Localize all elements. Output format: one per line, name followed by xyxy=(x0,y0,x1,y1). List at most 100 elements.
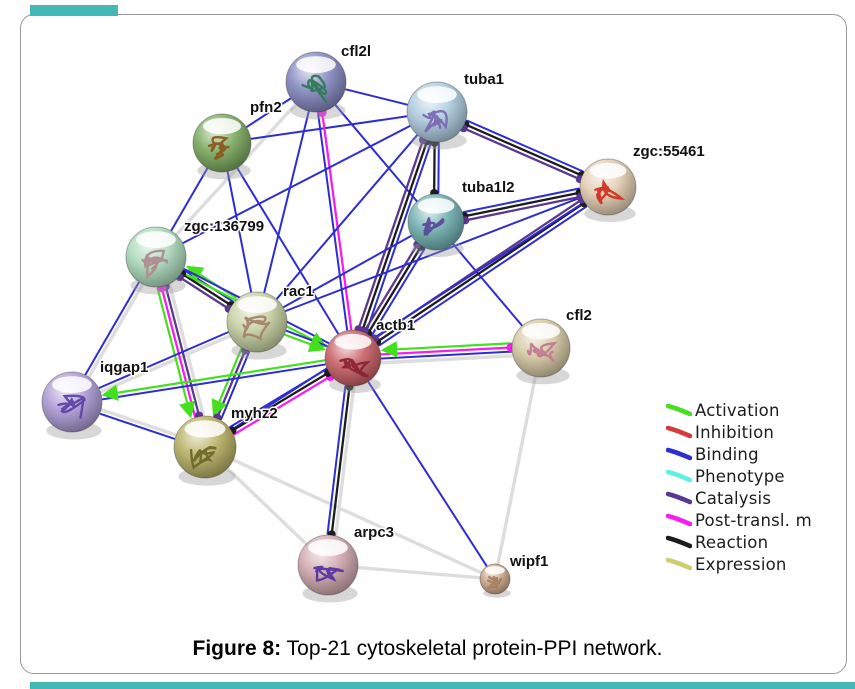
legend-line-icon xyxy=(666,425,692,439)
legend-line-stroke xyxy=(666,447,692,461)
legend-line-stroke xyxy=(666,469,692,483)
node-actb1[interactable] xyxy=(324,329,382,393)
legend-item-post-transl-m: Post-transl. m xyxy=(666,509,841,531)
legend-line-icon xyxy=(666,447,692,461)
sphere-highlight xyxy=(136,231,176,249)
legend-line-stroke xyxy=(666,513,692,527)
node-arpc3[interactable] xyxy=(297,534,359,603)
node-label-tuba1l2: tuba1l2 xyxy=(462,179,515,196)
edge-actb1-iqgap1-activation xyxy=(101,359,326,401)
protein-structure-wipf1 xyxy=(486,575,503,593)
node-label-actb1: actb1 xyxy=(376,317,415,334)
node-label-zgc55461: zgc:55461 xyxy=(633,143,705,160)
edge-iqgap1-myhz2-binding xyxy=(99,412,176,440)
edge-tuba1-zgc136799-binding xyxy=(182,125,411,244)
edge-cfl2-wipf1-association xyxy=(496,375,537,566)
sphere-highlight xyxy=(202,118,242,135)
sphere-highlight xyxy=(334,333,372,350)
legend-item-binding: Binding xyxy=(666,443,841,465)
sphere-highlight xyxy=(589,162,627,179)
legend-line-icon xyxy=(666,491,692,505)
legend-label: Inhibition xyxy=(695,422,775,442)
node-label-zgc136799: zgc:136799 xyxy=(184,218,264,235)
edge-pfn2-cfl2l-binding xyxy=(246,97,291,128)
edge-zgc55461-actb1-reaction xyxy=(375,202,586,343)
figure-caption-text: Top-21 cytoskeletal protein-PPI network. xyxy=(281,637,663,660)
legend-item-phenotype: Phenotype xyxy=(666,465,841,487)
protein-structure-myhz2 xyxy=(189,445,217,470)
node-tuba1l2[interactable] xyxy=(407,193,465,257)
protein-structure-cfl2 xyxy=(526,341,558,363)
layer-nodes xyxy=(41,51,637,603)
node-label-myhz2: myhz2 xyxy=(231,405,278,422)
edge-cfl2-actb1-ptm xyxy=(380,346,513,356)
node-myhz2[interactable] xyxy=(173,415,237,486)
protein-structure-tuba1l2 xyxy=(422,216,445,237)
legend-label: Expression xyxy=(695,554,787,574)
edge-cfl2-actb1-binding xyxy=(381,350,513,360)
edge-cfl2l-zgc136799-association xyxy=(175,103,297,236)
edge-tuba1-actb1-binding xyxy=(365,141,432,333)
legend-item-activation: Activation xyxy=(666,399,841,421)
edge-pfn2-actb1-binding xyxy=(236,167,339,335)
edge-rac1-iqgap1-binding xyxy=(98,331,229,389)
edge-zgc136799-iqgap1-binding xyxy=(84,281,140,376)
edge-tuba1l2-zgc55461-binding xyxy=(462,187,580,214)
legend-label: Activation xyxy=(695,400,780,420)
legend-item-catalysis: Catalysis xyxy=(666,487,841,509)
edge-zgc136799-rac1-catalysis xyxy=(178,276,230,310)
node-label-cfl2: cfl2 xyxy=(566,307,592,324)
legend-line-stroke xyxy=(666,535,692,549)
edge-cfl2l-actb1-ptm xyxy=(321,111,353,331)
legend-line-icon xyxy=(666,513,692,527)
legend-label: Post-transl. m xyxy=(695,510,812,530)
sphere-highlight xyxy=(308,539,348,556)
protein-structure-rac1 xyxy=(242,315,271,341)
layer-edge-glyphs xyxy=(157,107,588,539)
protein-structure-zgc55461 xyxy=(594,178,626,205)
protein-structure-pfn2 xyxy=(207,136,230,161)
protein-structure-tuba1 xyxy=(422,109,448,133)
edge-tuba1-zgc55461-binding xyxy=(466,119,585,173)
edge-zgc55461-rac1-binding xyxy=(284,196,582,312)
edge-tuba1-actb1-reaction xyxy=(361,140,429,332)
node-zgc55461[interactable] xyxy=(579,158,637,223)
legend-label: Phenotype xyxy=(695,466,785,486)
edge-cfl2l-tuba1-binding xyxy=(345,88,408,106)
node-wipf1[interactable] xyxy=(479,563,511,598)
node-zgc136799[interactable] xyxy=(125,226,187,295)
sphere-highlight xyxy=(237,296,277,313)
node-rac1[interactable] xyxy=(226,291,288,360)
edge-cfl2l-rac1-binding xyxy=(263,111,310,293)
edge-tuba1l2-actb1-reaction xyxy=(366,245,423,335)
legend-item-inhibition: Inhibition xyxy=(666,421,841,443)
sphere-highlight xyxy=(417,197,455,214)
edge-tuba1l2-rac1-binding xyxy=(283,235,412,308)
node-cfl2l[interactable] xyxy=(285,51,347,120)
legend-item-reaction: Reaction xyxy=(666,531,841,553)
edge-pfn2-rac1-binding xyxy=(226,171,253,293)
edge-zgc55461-actb1-binding xyxy=(378,205,588,347)
edge-cfl2-actb1-activation xyxy=(380,341,512,358)
legend-line-icon xyxy=(666,403,692,417)
edge-actb1-iqgap1-binding xyxy=(101,363,326,401)
node-label-iqgap1: iqgap1 xyxy=(100,359,148,376)
node-cfl2[interactable] xyxy=(511,318,571,385)
protein-structure-iqgap1 xyxy=(57,394,86,419)
edge-cfl2-actb1-association xyxy=(380,354,514,365)
node-tuba1[interactable] xyxy=(406,81,468,150)
protein-structure-cfl2l xyxy=(301,74,328,103)
node-iqgap1[interactable] xyxy=(41,371,103,440)
legend-line-stroke xyxy=(666,403,692,417)
edge-tuba1l2-actb1-catalysis xyxy=(363,243,419,333)
sphere-highlight xyxy=(296,56,336,73)
edge-actb1-myhz2-ptm xyxy=(233,375,332,436)
node-pfn2[interactable] xyxy=(192,113,252,180)
figure-caption: Figure 8: Top-21 cytoskeletal protein-PP… xyxy=(0,637,855,661)
node-label-rac1: rac1 xyxy=(283,283,314,300)
legend-label: Reaction xyxy=(695,532,769,552)
legend-line-stroke xyxy=(666,425,692,439)
node-label-pfn2: pfn2 xyxy=(250,99,282,116)
figure-caption-label: Figure 8: xyxy=(192,637,282,660)
